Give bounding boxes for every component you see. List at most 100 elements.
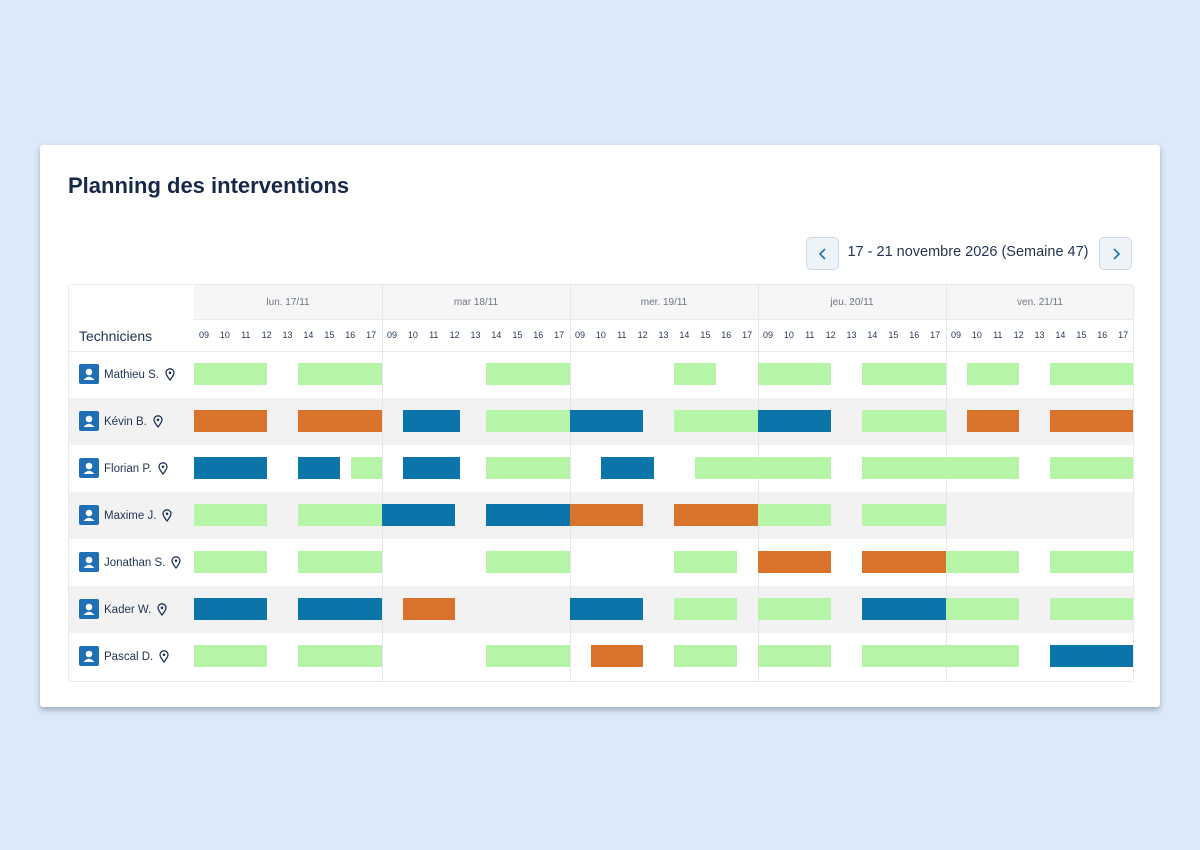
booking[interactable]: [298, 457, 341, 479]
booking[interactable]: [1050, 363, 1133, 385]
hour-label: 17: [1118, 330, 1129, 340]
location-pin[interactable]: [159, 650, 169, 663]
booking[interactable]: [862, 457, 946, 479]
hour-label: 10: [783, 330, 794, 340]
technician-name: Kader W.: [104, 603, 167, 616]
booking[interactable]: [486, 551, 570, 573]
planning-card: Planning des interventions 17 - 21 novem…: [40, 145, 1160, 707]
day-separator: [758, 285, 759, 681]
booking[interactable]: [966, 363, 1020, 385]
booking[interactable]: [298, 645, 382, 667]
booking[interactable]: [1050, 645, 1133, 667]
booking[interactable]: [570, 598, 644, 620]
booking[interactable]: [946, 598, 1020, 620]
booking[interactable]: [1050, 457, 1133, 479]
technician-avatar: [79, 505, 99, 525]
technician-name-text: Kader W.: [104, 603, 152, 616]
booking[interactable]: [298, 551, 382, 573]
booking[interactable]: [382, 504, 456, 526]
booking[interactable]: [402, 410, 461, 432]
booking[interactable]: [758, 410, 832, 432]
booking[interactable]: [194, 363, 268, 385]
booking[interactable]: [758, 457, 832, 479]
hour-label: 17: [554, 330, 565, 340]
booking[interactable]: [862, 645, 946, 667]
booking[interactable]: [486, 363, 570, 385]
booking[interactable]: [946, 645, 1020, 667]
booking[interactable]: [1050, 598, 1133, 620]
booking[interactable]: [298, 598, 382, 620]
booking[interactable]: [674, 598, 738, 620]
booking[interactable]: [194, 598, 268, 620]
booking[interactable]: [486, 504, 570, 526]
booking[interactable]: [590, 645, 644, 667]
booking[interactable]: [486, 645, 570, 667]
booking[interactable]: [194, 504, 268, 526]
technician-name: Mathieu S.: [104, 368, 175, 381]
hour-label: 10: [971, 330, 982, 340]
booking[interactable]: [946, 551, 1020, 573]
location-pin[interactable]: [153, 415, 163, 428]
hour-label: 09: [386, 330, 397, 340]
pin-icon: [158, 462, 168, 475]
booking[interactable]: [1050, 410, 1133, 432]
location-pin[interactable]: [165, 368, 175, 381]
booking[interactable]: [966, 410, 1020, 432]
technician-name: Florian P.: [104, 462, 168, 475]
booking[interactable]: [402, 598, 456, 620]
person-icon: [83, 415, 95, 427]
booking[interactable]: [758, 363, 832, 385]
technician-avatar: [79, 458, 99, 478]
hour-label: 15: [1076, 330, 1087, 340]
technician-name: Jonathan S.: [104, 556, 182, 569]
hour-label: 10: [219, 330, 230, 340]
booking[interactable]: [674, 645, 738, 667]
previous-week-button[interactable]: [806, 237, 839, 270]
booking[interactable]: [194, 410, 268, 432]
booking[interactable]: [486, 457, 570, 479]
next-week-button[interactable]: [1099, 237, 1132, 270]
booking[interactable]: [758, 598, 832, 620]
booking[interactable]: [674, 410, 758, 432]
booking[interactable]: [862, 410, 946, 432]
booking[interactable]: [298, 410, 382, 432]
booking[interactable]: [946, 457, 1020, 479]
booking[interactable]: [758, 645, 832, 667]
location-pin[interactable]: [171, 556, 182, 569]
hour-label: 16: [909, 330, 920, 340]
hour-label: 13: [846, 330, 857, 340]
technician-name-text: Kévin B.: [104, 415, 147, 428]
booking[interactable]: [862, 504, 946, 526]
booking[interactable]: [298, 504, 382, 526]
booking[interactable]: [194, 551, 268, 573]
technician-avatar: [79, 411, 99, 431]
hour-label: 16: [1097, 330, 1108, 340]
booking[interactable]: [350, 457, 382, 479]
booking[interactable]: [862, 363, 946, 385]
booking[interactable]: [194, 645, 268, 667]
booking[interactable]: [758, 551, 832, 573]
booking[interactable]: [402, 457, 461, 479]
location-pin[interactable]: [162, 509, 173, 522]
location-pin[interactable]: [157, 603, 167, 616]
booking[interactable]: [570, 410, 644, 432]
technician-name-text: Maxime J.: [104, 509, 157, 522]
booking[interactable]: [1050, 551, 1133, 573]
hour-label: 11: [241, 330, 251, 340]
booking[interactable]: [194, 457, 268, 479]
booking[interactable]: [862, 598, 946, 620]
schedule-grid: Techniciens lun. 17/11 09 10 11 12 13 14 15 16 17 m…: [68, 284, 1134, 682]
hour-label: 17: [930, 330, 941, 340]
booking[interactable]: [695, 457, 758, 479]
location-pin[interactable]: [158, 462, 168, 475]
booking[interactable]: [674, 363, 717, 385]
booking[interactable]: [601, 457, 654, 479]
booking[interactable]: [570, 504, 644, 526]
booking[interactable]: [298, 363, 382, 385]
booking[interactable]: [862, 551, 946, 573]
booking[interactable]: [486, 410, 570, 432]
booking[interactable]: [674, 504, 758, 526]
booking[interactable]: [674, 551, 738, 573]
booking[interactable]: [758, 504, 832, 526]
